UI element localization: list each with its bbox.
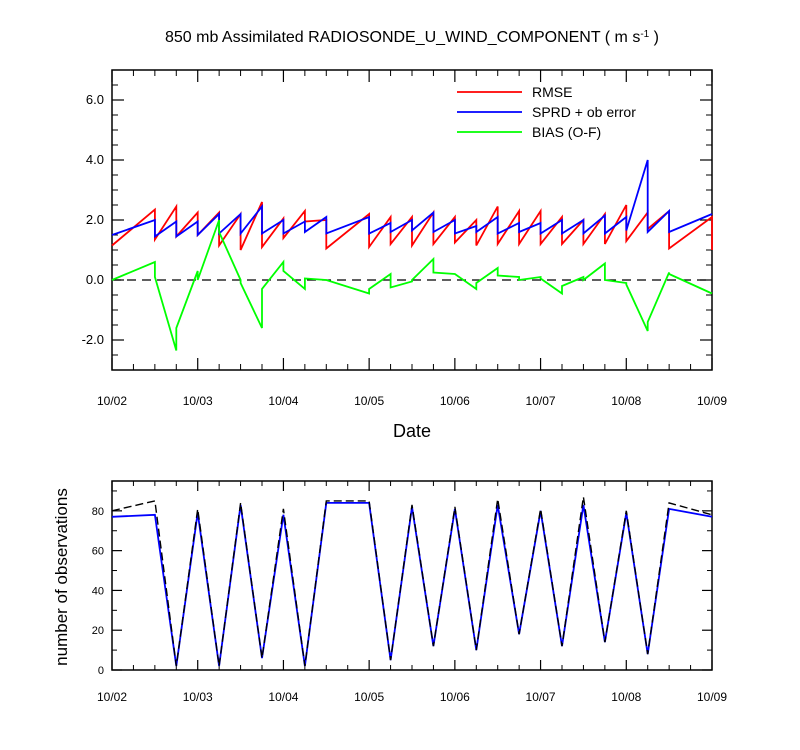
chart-title: 850 mb Assimilated RADIOSONDE_U_WIND_COM… — [165, 29, 659, 47]
top-x-tick-label: 10/06 — [440, 394, 470, 408]
top-series-sprd-ob-error — [111, 159, 713, 239]
legend-label-bias-o-f: BIAS (O-F) — [532, 124, 601, 140]
bottom-x-tick-label: 10/07 — [526, 690, 556, 704]
legend-label-sprd-ob-error: SPRD + ob error — [532, 104, 636, 120]
bottom-y-axis-label: number of observations — [52, 488, 71, 666]
bottom-y-tick-label: 80 — [92, 506, 104, 518]
bottom-series-possible — [111, 496, 713, 667]
top-x-tick-label: 10/05 — [354, 394, 384, 408]
bottom-y-tick-label: 60 — [92, 546, 104, 558]
top-x-tick-label: 10/04 — [268, 394, 298, 408]
top-y-tick-label: 6.0 — [86, 92, 104, 107]
chart-title-main: 850 mb Assimilated RADIOSONDE_U_WIND_COM… — [165, 29, 640, 46]
top-x-tick-label: 10/08 — [611, 394, 641, 408]
bottom-panel: 10/02 10/03 10/04 10/05 10/06 10/07 10/08 10/09… — [92, 480, 727, 704]
top-y-tick-label: -2.0 — [82, 332, 104, 347]
top-x-tick-label: 10/09 — [697, 394, 727, 408]
top-x-axis-label: Date — [393, 421, 431, 441]
legend-label-rmse: RMSE — [532, 84, 572, 100]
bottom-y-tick-label: 40 — [92, 585, 104, 597]
bottom-x-tick-label: 10/05 — [354, 690, 384, 704]
bottom-x-tick-label: 10/04 — [268, 690, 298, 704]
bottom-x-tick-label: 10/03 — [183, 690, 213, 704]
bottom-x-tick-label: 10/06 — [440, 690, 470, 704]
chart-title-superscript: -1 — [640, 29, 649, 40]
top-x-tick-label: 10/03 — [183, 394, 213, 408]
top-x-tick-label: 10/02 — [97, 394, 127, 408]
top-panel: 10/02 10/03 10/04 10/05 10/06 10/07 10/08 10/09… — [82, 69, 727, 408]
top-series-bias-o-f — [111, 219, 713, 351]
bottom-x-tick-label: 10/09 — [697, 690, 727, 704]
bottom-x-tick-label: 10/08 — [611, 690, 641, 704]
chart-title-end: ) — [649, 29, 659, 46]
bottom-y-tick-label: 0 — [98, 665, 104, 677]
bottom-x-tick-label: 10/02 — [97, 690, 127, 704]
bottom-series-assimilated — [111, 501, 713, 667]
top-x-tick-label: 10/07 — [526, 394, 556, 408]
top-y-tick-label: 0.0 — [86, 272, 104, 287]
top-y-tick-label: 4.0 — [86, 152, 104, 167]
bottom-y-tick-label: 20 — [92, 625, 104, 637]
top-y-tick-label: 2.0 — [86, 212, 104, 227]
